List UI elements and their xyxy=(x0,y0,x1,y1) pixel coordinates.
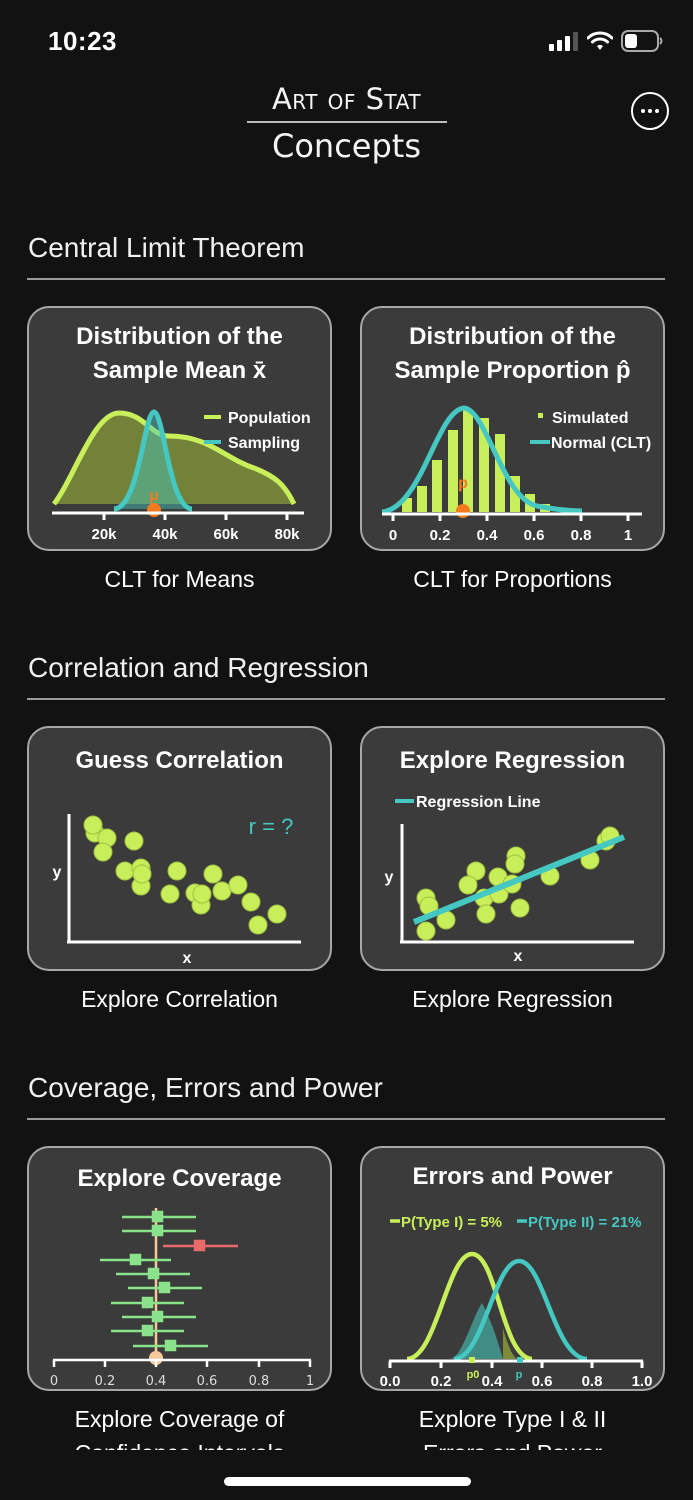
card-title: Explore Regression xyxy=(362,744,663,778)
status-bar: 10:23 xyxy=(0,0,693,80)
card-explore-regression[interactable]: Explore Regression Regression Line x y xyxy=(360,726,665,971)
card-title-line: Guess Correlation xyxy=(75,747,284,774)
svg-text:1: 1 xyxy=(306,1374,314,1389)
coverage-chart: 0 0.2 0.4 0.6 0.8 1 xyxy=(50,1208,314,1389)
card-title: Errors and Power xyxy=(362,1160,663,1194)
svg-text:0.4: 0.4 xyxy=(477,527,499,544)
status-icons xyxy=(549,30,663,52)
more-options-button[interactable] xyxy=(631,92,669,130)
svg-text:40k: 40k xyxy=(152,526,178,543)
wifi-icon xyxy=(587,31,613,50)
svg-text:0.6: 0.6 xyxy=(532,1373,553,1390)
ellipsis-dot xyxy=(655,109,659,113)
section-title-correlation: Correlation and Regression xyxy=(28,652,369,683)
card-guess-correlation[interactable]: Guess Correlation x y r = ? xyxy=(27,726,332,971)
card-title: Distribution of the Sample Mean x̄ xyxy=(29,320,330,388)
svg-text:Regression Line: Regression Line xyxy=(416,794,541,811)
svg-text:0.2: 0.2 xyxy=(431,1373,452,1390)
card-title: Explore Coverage xyxy=(29,1162,330,1196)
svg-text:0.6: 0.6 xyxy=(524,527,545,544)
svg-text:0.0: 0.0 xyxy=(380,1373,401,1390)
card-caption-errors-line2: Errors and Power xyxy=(360,1440,665,1450)
card-clt-proportions[interactable]: Distribution of the Sample Proportion p̂… xyxy=(360,306,665,551)
home-indicator[interactable] xyxy=(224,1477,471,1486)
svg-text:0.4: 0.4 xyxy=(146,1374,167,1389)
svg-text:x: x xyxy=(514,948,523,965)
svg-text:0.4: 0.4 xyxy=(482,1373,504,1390)
svg-text:1: 1 xyxy=(624,527,632,544)
svg-text:0.8: 0.8 xyxy=(249,1374,270,1389)
card-caption-clt-proportions[interactable]: CLT for Proportions xyxy=(413,566,612,592)
card-caption-coverage-line2: Confidence Intervals xyxy=(27,1440,332,1450)
section-divider xyxy=(27,1118,665,1120)
status-time: 10:23 xyxy=(48,26,117,56)
section-divider xyxy=(27,278,665,280)
card-title: Guess Correlation xyxy=(29,744,330,778)
card-caption-coverage[interactable]: Explore Coverage of xyxy=(74,1406,285,1432)
ellipsis-dot xyxy=(648,109,652,113)
svg-text:60k: 60k xyxy=(213,526,239,543)
card-explore-coverage[interactable]: Explore Coverage 0 0.2 0.4 0.6 xyxy=(27,1146,332,1391)
svg-text:r = ?: r = ? xyxy=(249,814,294,839)
svg-text:Population: Population xyxy=(228,410,311,427)
correlation-scatter: x y r = ? xyxy=(53,814,301,967)
svg-text:p0: p0 xyxy=(467,1369,480,1381)
svg-text:0.2: 0.2 xyxy=(95,1374,116,1389)
svg-text:y: y xyxy=(385,869,394,886)
svg-text:80k: 80k xyxy=(274,526,300,543)
svg-text:P(Type I) = 5%: P(Type I) = 5% xyxy=(401,1214,502,1231)
card-errors-power[interactable]: Errors and Power P(Type I) = 5% P(Type I… xyxy=(360,1146,665,1391)
app-header: Art of Stat Concepts xyxy=(0,80,693,190)
section-title-coverage: Coverage, Errors and Power xyxy=(28,1072,383,1103)
svg-text:20k: 20k xyxy=(91,526,117,543)
card-caption-clt-means[interactable]: CLT for Means xyxy=(104,566,255,592)
svg-text:0.6: 0.6 xyxy=(197,1374,218,1389)
battery-icon xyxy=(621,30,663,52)
signal-bars-icon xyxy=(549,32,578,51)
section-divider xyxy=(27,698,665,700)
caption-overflow: Confidence Intervals Errors and Power xyxy=(0,1440,693,1450)
clt-means-chart: μ 20k 40k 60k 80k Population Sampling xyxy=(52,409,311,543)
svg-text:0.8: 0.8 xyxy=(582,1373,603,1390)
clt-proportions-chart: p 0 0.2 0.4 0.6 0.8 1 Simulated Normal (… xyxy=(381,405,651,544)
brand-title: Art of Stat xyxy=(271,82,422,116)
svg-text:P(Type II) = 21%: P(Type II) = 21% xyxy=(528,1214,642,1231)
card-title-line: Distribution of the xyxy=(409,323,616,350)
card-caption-errors-power[interactable]: Explore Type I & II xyxy=(418,1406,607,1432)
card-title-line: Errors and Power xyxy=(412,1163,613,1190)
svg-text:0.2: 0.2 xyxy=(430,527,451,544)
card-title-line: Distribution of the xyxy=(76,323,283,350)
errors-power-chart: P(Type I) = 5% P(Type II) = 21% 0.0 0.2 … xyxy=(380,1214,653,1390)
card-caption-regression[interactable]: Explore Regression xyxy=(412,986,613,1012)
card-clt-means[interactable]: Distribution of the Sample Mean x̄ μ 20k… xyxy=(27,306,332,551)
svg-text:Sampling: Sampling xyxy=(228,435,300,452)
brand-subtitle: Concepts xyxy=(271,127,421,165)
card-title-line: Sample Proportion p̂ xyxy=(394,357,631,384)
svg-text:p: p xyxy=(516,1369,523,1381)
card-title-line: Sample Mean x̄ xyxy=(92,357,267,384)
svg-text:x: x xyxy=(183,950,192,967)
regression-scatter: Regression Line x y xyxy=(385,794,634,965)
svg-text:Normal (CLT): Normal (CLT) xyxy=(551,435,651,452)
card-title-line: Explore Coverage xyxy=(77,1165,282,1192)
svg-text:0.8: 0.8 xyxy=(571,527,592,544)
svg-text:1.0: 1.0 xyxy=(632,1373,653,1390)
card-title-line: Explore Regression xyxy=(399,747,626,774)
svg-text:0: 0 xyxy=(389,527,397,544)
brand-divider xyxy=(247,121,447,123)
svg-text:Simulated: Simulated xyxy=(552,410,628,427)
svg-text:p: p xyxy=(458,475,468,492)
card-caption-correlation[interactable]: Explore Correlation xyxy=(81,986,278,1012)
svg-text:0: 0 xyxy=(50,1374,58,1389)
svg-text:μ: μ xyxy=(149,487,158,504)
section-title-clt: Central Limit Theorem xyxy=(28,232,305,263)
svg-text:y: y xyxy=(53,864,62,881)
card-title: Distribution of the Sample Proportion p̂ xyxy=(362,320,663,388)
ellipsis-circle-icon xyxy=(641,109,645,113)
